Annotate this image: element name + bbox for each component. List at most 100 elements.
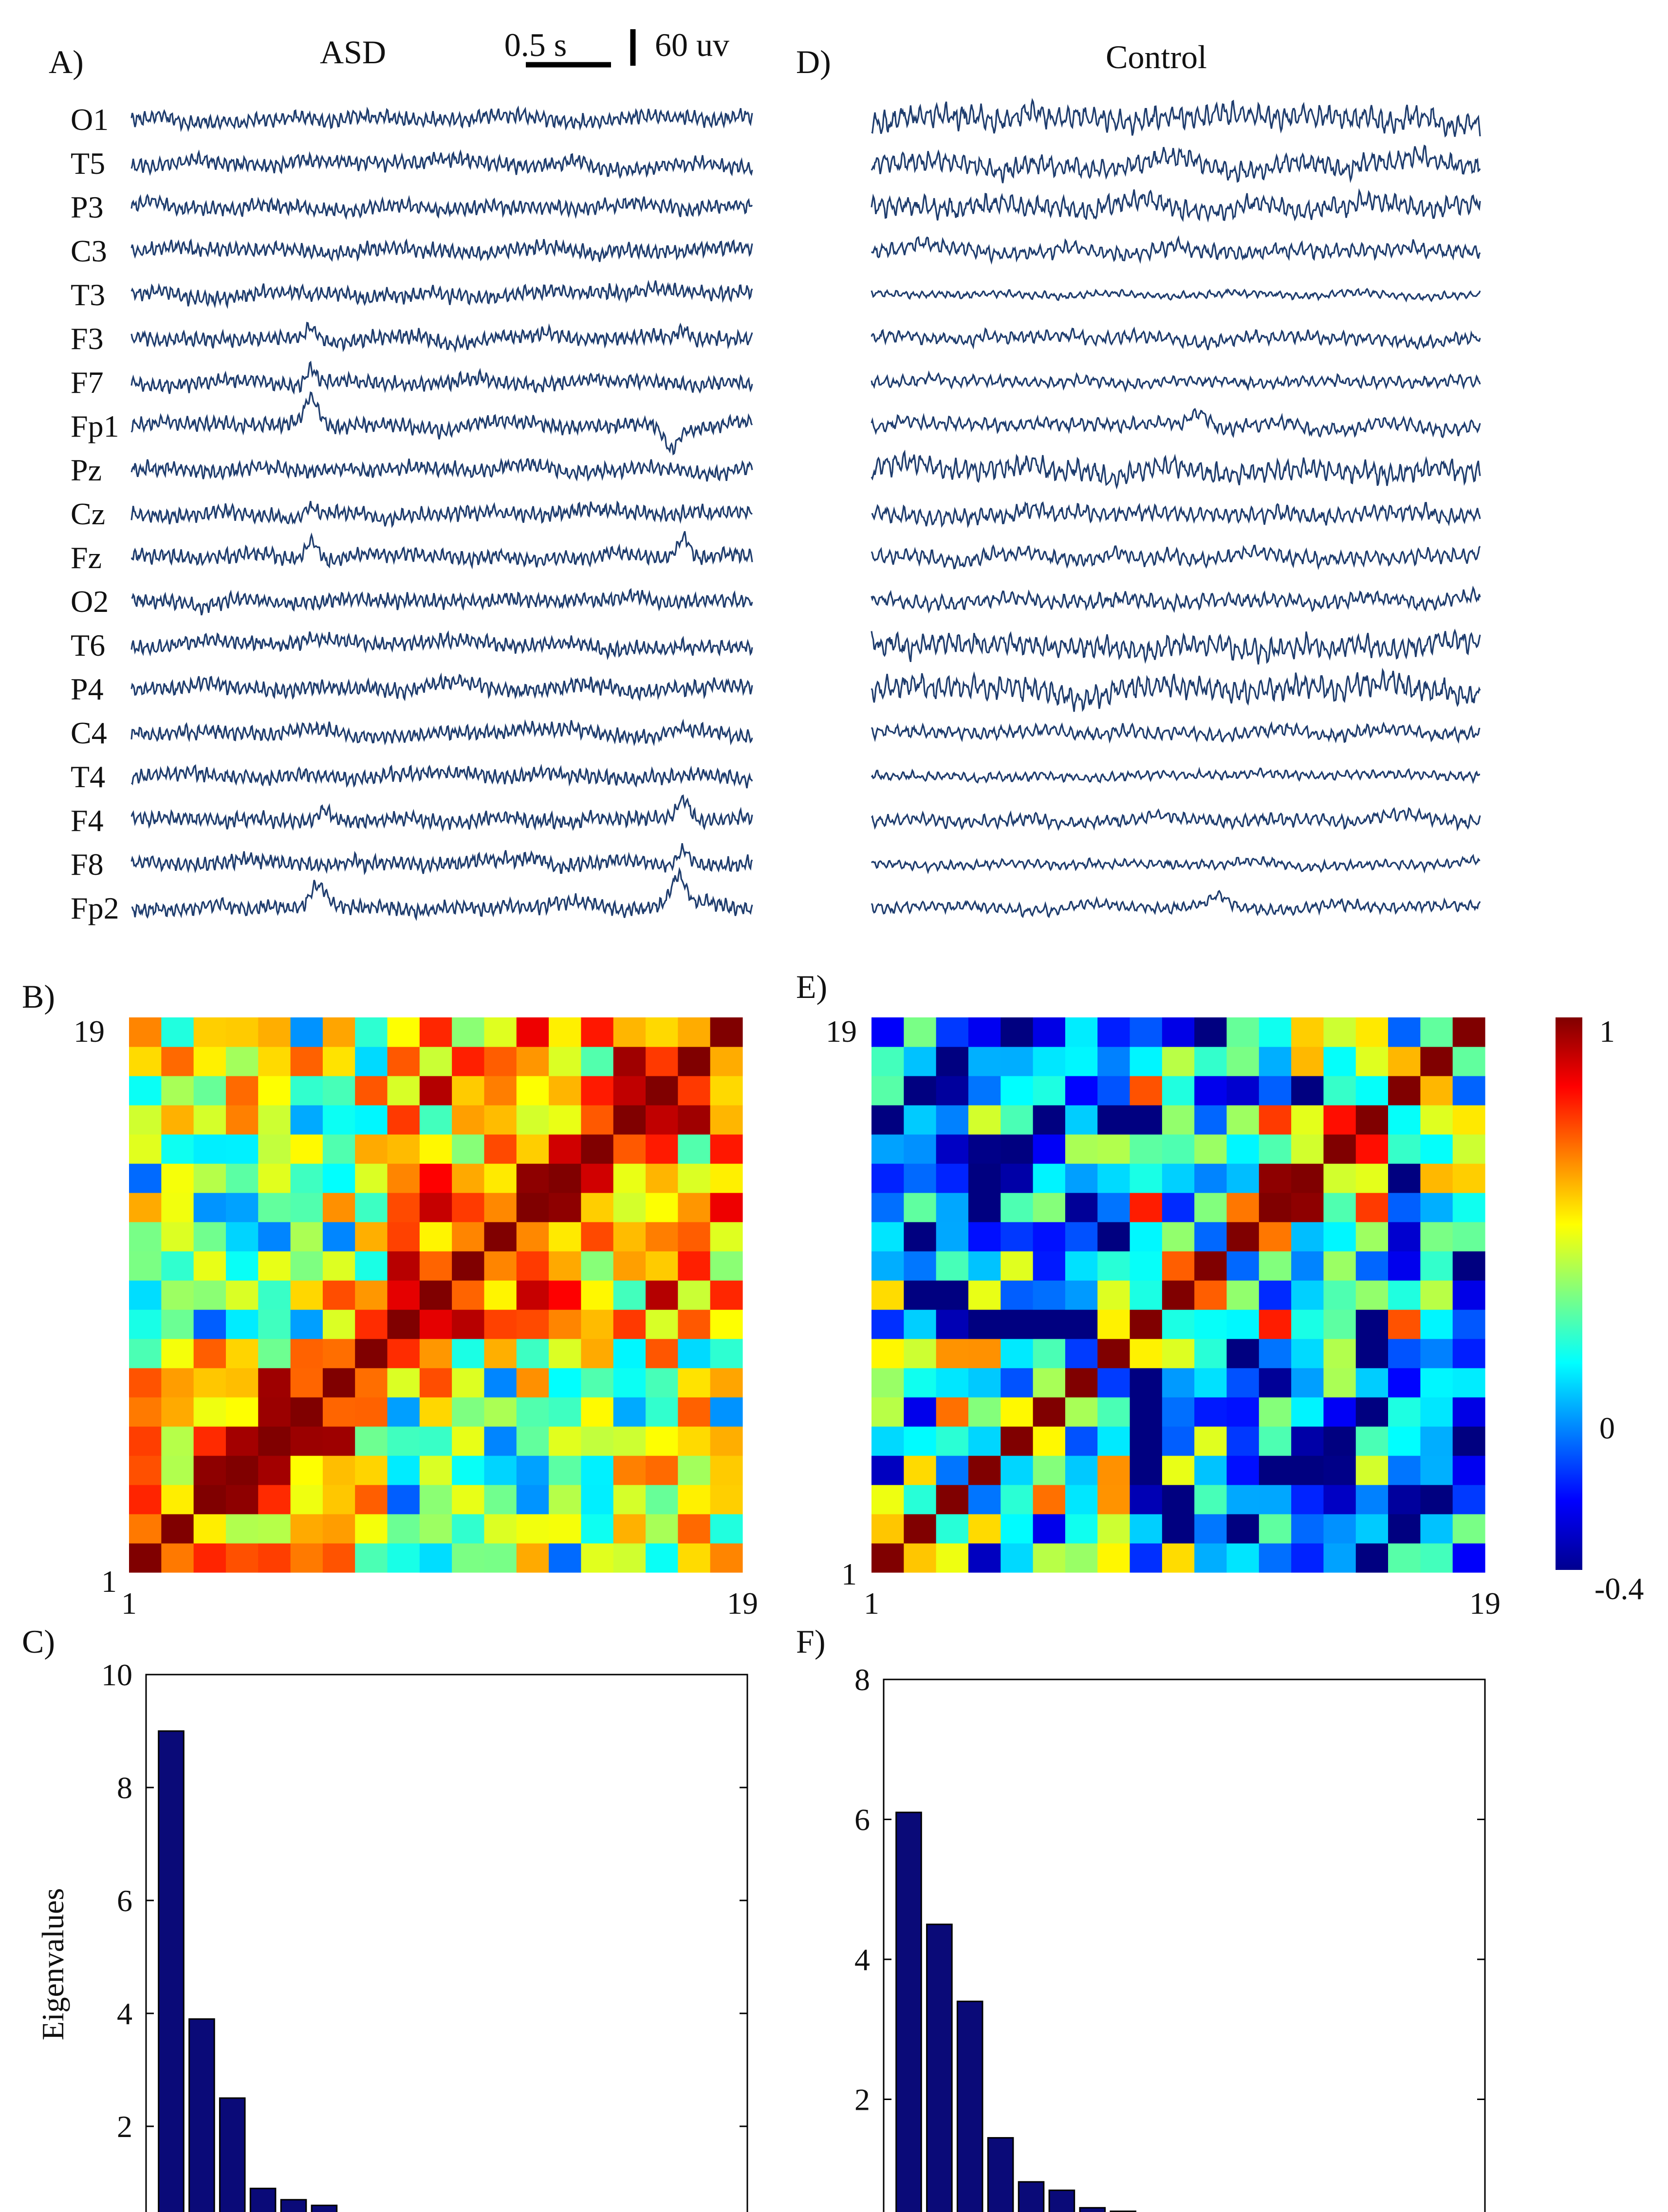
heatmap-e-cell xyxy=(904,1222,937,1252)
heatmap-b-cell xyxy=(484,1339,517,1368)
heatmap-e-cell xyxy=(1226,1280,1260,1310)
heatmap-e-cell xyxy=(1130,1397,1163,1427)
heatmap-e-cell xyxy=(871,1309,904,1339)
heatmap-b-cell xyxy=(387,1485,420,1514)
heatmap-e-cell xyxy=(968,1543,1001,1573)
heatmap-b-cell xyxy=(710,1426,743,1456)
heatmap-e-cell xyxy=(1162,1426,1195,1456)
heatmap-e-cell xyxy=(1452,1456,1485,1485)
heatmap-b-cell xyxy=(710,1222,743,1252)
heatmap-e-cell xyxy=(1226,1339,1260,1368)
heatmap-b-cell xyxy=(549,1222,582,1252)
amplitude-scale-label: 60 uv xyxy=(655,26,729,63)
heatmap-e-cell xyxy=(1226,1309,1260,1339)
heatmap-e-cell xyxy=(1420,1134,1453,1164)
channel-label-c3: C3 xyxy=(71,234,107,268)
heatmap-e-cell xyxy=(1097,1105,1131,1135)
heatmap-b-cell xyxy=(193,1222,226,1252)
heatmap-e-cell xyxy=(1226,1134,1260,1164)
heatmap-b-cell xyxy=(355,1134,388,1164)
heatmap-b-cell xyxy=(258,1163,291,1193)
heatmap-e-cell xyxy=(1065,1222,1098,1252)
heatmap-b-cell xyxy=(290,1017,323,1047)
heatmap-e-cell xyxy=(1130,1251,1163,1281)
heatmap-e-cell xyxy=(936,1543,969,1573)
heatmap-b-cell xyxy=(710,1543,743,1573)
heatmap-e-cell xyxy=(1033,1134,1066,1164)
heatmap-b-cell xyxy=(581,1368,614,1398)
eigen-asd-bar-6 xyxy=(311,2204,338,2212)
heatmap-e-cell xyxy=(1162,1456,1195,1485)
heatmap-e-cell xyxy=(1097,1163,1131,1193)
heatmap-e-cell xyxy=(1323,1339,1356,1368)
asd-trace-t3 xyxy=(130,279,753,309)
heatmap-b-cell xyxy=(581,1251,614,1281)
heatmap-e-cell xyxy=(1097,1426,1131,1456)
heatmap-e-cell xyxy=(1291,1134,1324,1164)
heatmap-b-cell xyxy=(355,1076,388,1106)
heatmap-e-cell xyxy=(1259,1193,1292,1222)
eigen-control-bar-7 xyxy=(1079,2207,1106,2212)
heatmap-b-cell xyxy=(549,1280,582,1310)
heatmap-b-cell xyxy=(678,1514,711,1544)
heatmap-e-cell xyxy=(1001,1426,1034,1456)
heatmap-e-cell xyxy=(871,1163,904,1193)
eigen-asd-bar-5 xyxy=(280,2199,307,2212)
heatmap-e-cell xyxy=(1420,1105,1453,1135)
heatmap-e-cell xyxy=(1355,1280,1389,1310)
heatmap-b-cell xyxy=(581,1280,614,1310)
heatmap-b-cell xyxy=(258,1017,291,1047)
panel-label-f: F) xyxy=(796,1623,825,1660)
heatmap-e-cell xyxy=(1355,1222,1389,1252)
heatmap-e-cell xyxy=(1420,1047,1453,1076)
colorbar-tick-zero: 0 xyxy=(1599,1411,1615,1445)
heatmap-b-cell xyxy=(710,1309,743,1339)
heatmap-b-cell xyxy=(290,1047,323,1076)
heatmap-b-cell xyxy=(193,1134,226,1164)
heatmap-e-cell xyxy=(1420,1368,1453,1398)
heatmap-b-cell xyxy=(322,1339,355,1368)
control-trace-fp2 xyxy=(871,889,1481,919)
heatmap-e-cell xyxy=(904,1456,937,1485)
heatmap-e-cell xyxy=(1065,1163,1098,1193)
heatmap-b-cell xyxy=(484,1017,517,1047)
heatmap-b-cell xyxy=(678,1456,711,1485)
heatmap-b-cell xyxy=(258,1105,291,1135)
heatmap-b-cell xyxy=(193,1426,226,1456)
heatmap-e-cell xyxy=(1291,1368,1324,1398)
heatmap-b-cell xyxy=(516,1105,549,1135)
heatmap-e-cell xyxy=(904,1047,937,1076)
heatmap-b-cell xyxy=(129,1105,162,1135)
heatmap-b-cell xyxy=(419,1222,452,1252)
heatmap-e-cell xyxy=(936,1397,969,1427)
heatmap-b-cell xyxy=(678,1368,711,1398)
heatmap-b-cell xyxy=(516,1251,549,1281)
control-title: Control xyxy=(1106,38,1207,75)
heatmap-b-cell xyxy=(193,1514,226,1544)
heatmap-e-cell xyxy=(1323,1309,1356,1339)
heatmap-b-cell xyxy=(452,1309,485,1339)
heatmap-e-cell xyxy=(1162,1543,1195,1573)
heatmap-e-cell xyxy=(1001,1485,1034,1514)
heatmap-e-cell xyxy=(968,1280,1001,1310)
heatmap-e-cell xyxy=(1065,1105,1098,1135)
heatmap-b-cell xyxy=(225,1397,259,1427)
heatmap-e-cell xyxy=(1194,1426,1227,1456)
heatmap-e-cell xyxy=(1065,1280,1098,1310)
heatmap-e-cell xyxy=(1162,1251,1195,1281)
heatmap-b-cell xyxy=(129,1222,162,1252)
heatmap-b-cell xyxy=(225,1105,259,1135)
heatmap-e-cell xyxy=(1226,1368,1260,1398)
heatmap-b-cell xyxy=(129,1134,162,1164)
heatmap-b-cell xyxy=(355,1193,388,1222)
heatmap-b-cell xyxy=(581,1163,614,1193)
heatmap-e-cell xyxy=(904,1426,937,1456)
heatmap-b-xtick-left: 1 xyxy=(121,1586,137,1621)
heatmap-b-cell xyxy=(161,1426,194,1456)
heatmap-b-cell xyxy=(322,1105,355,1135)
heatmap-b-cell xyxy=(678,1309,711,1339)
heatmap-e-cell xyxy=(1291,1514,1324,1544)
heatmap-b-cell xyxy=(258,1514,291,1544)
heatmap-e-cell xyxy=(1130,1543,1163,1573)
